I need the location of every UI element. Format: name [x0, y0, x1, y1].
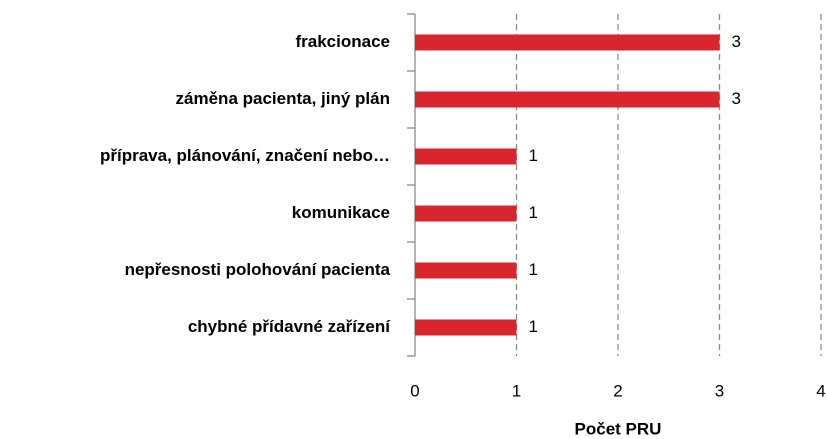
bar	[415, 205, 517, 222]
y-tick-label: chybné přídavné zařízení	[188, 317, 391, 336]
y-tick-label: záměna pacienta, jiný plán	[176, 89, 390, 108]
bar	[415, 148, 517, 165]
value-label: 3	[732, 89, 741, 108]
value-label: 1	[529, 317, 538, 336]
x-tick-label: 4	[816, 381, 825, 400]
x-tick-label: 1	[512, 381, 521, 400]
bar	[415, 34, 720, 51]
value-label: 1	[529, 260, 538, 279]
x-tick-label: 2	[613, 381, 622, 400]
y-tick-label: příprava, plánování, značení nebo…	[100, 146, 390, 165]
y-tick-label: nepřesnosti polohování pacienta	[125, 260, 391, 279]
x-tick-label: 0	[410, 381, 419, 400]
y-tick-label: frakcionace	[296, 32, 391, 51]
bar	[415, 262, 517, 279]
x-axis-title: Počet PRU	[575, 419, 662, 438]
value-label: 3	[732, 32, 741, 51]
x-tick-label: 3	[715, 381, 724, 400]
bar	[415, 91, 720, 108]
value-label: 1	[529, 203, 538, 222]
bar	[415, 319, 517, 336]
y-tick-label: komunikace	[292, 203, 390, 222]
value-label: 1	[529, 146, 538, 165]
